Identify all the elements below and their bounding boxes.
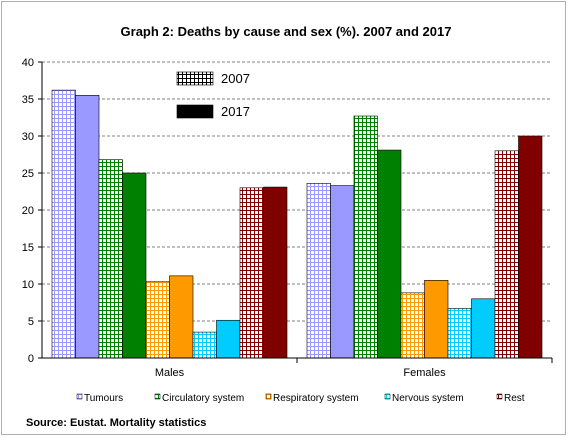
legend-swatch-nervous-system [384,393,391,400]
y-tick-label: 10 [22,279,34,291]
bar-males-circulatory-system-2007 [98,159,123,359]
bar-males-circulatory-system-2017 [122,172,147,359]
bar-females-nervous-system-2017 [471,298,496,359]
legend-label-circulatory-system: Circulatory system [162,393,244,404]
bar-males-tumours-2007 [51,89,76,359]
legend-label-tumours: Tumours [84,393,123,404]
bar-females-respiratory-system-2007 [400,292,425,359]
bars [51,89,543,359]
legend-label-rest: Rest [504,393,525,404]
bar-females-tumours-2017 [330,185,355,359]
bar-males-rest-2017 [263,186,288,359]
y-tick-label: 20 [22,205,34,217]
legend-swatch-circulatory-system [154,393,161,400]
year-legend-swatch [176,104,214,119]
bar-males-nervous-system-2007 [192,331,217,359]
legend-label-nervous-system: Nervous system [392,393,464,404]
year-legend-label: 2017 [221,104,250,119]
y-tick-label: 30 [22,131,34,143]
legend-swatch-respiratory-system [265,393,272,400]
x-axis-categories: Males Females [155,358,553,379]
y-tick-label: 15 [22,242,34,254]
bar-females-tumours-2007 [306,183,331,359]
series-legend: Tumours Circulatory system Respiratory sys… [76,393,525,404]
bar-males-rest-2007 [239,187,264,359]
bar-females-respiratory-system-2017 [424,279,449,359]
year-legend-swatch [176,71,214,86]
bar-females-circulatory-system-2007 [353,115,378,359]
chart-title: Graph 2: Deaths by cause and sex (%). 20… [121,24,452,39]
y-tick-label: 35 [22,94,34,106]
bar-females-rest-2017 [518,135,543,359]
y-tick-label: 40 [22,57,34,69]
bar-males-respiratory-system-2007 [145,281,170,359]
bar-females-circulatory-system-2017 [377,149,402,359]
legend-label-respiratory-system: Respiratory system [273,393,359,404]
source-note: Source: Eustat. Mortality statistics [26,417,206,429]
year-legend: 2007 2017 [176,71,250,119]
y-tick-label: 0 [28,353,34,365]
x-category-label: Males [155,367,185,379]
bar-males-tumours-2017 [75,95,100,359]
y-axis-ticks: 0 5 10 15 20 25 30 35 40 [22,57,42,365]
x-category-label: Females [403,367,446,379]
year-legend-label: 2007 [221,71,250,86]
bar-males-respiratory-system-2017 [169,275,194,359]
legend-swatch-rest [496,393,503,400]
bar-females-rest-2007 [494,150,519,359]
legend-swatch-tumours [76,393,83,400]
y-tick-label: 25 [22,168,34,180]
y-tick-label: 5 [28,316,34,328]
bar-females-nervous-system-2007 [447,308,472,359]
bar-males-nervous-system-2017 [216,319,241,359]
